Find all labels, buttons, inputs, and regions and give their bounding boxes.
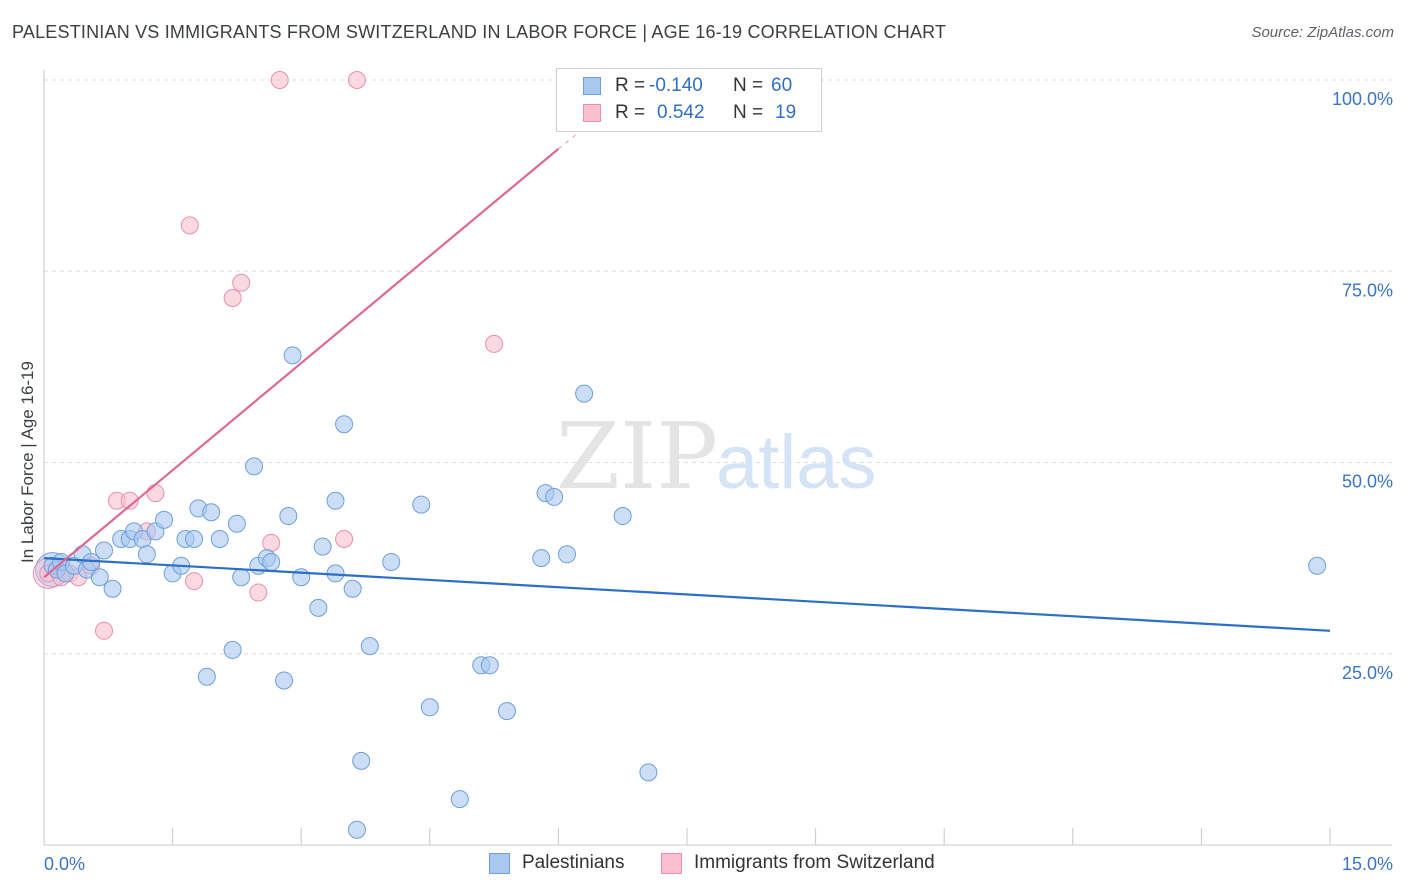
point-palestinians — [223, 640, 242, 659]
point-palestinians — [326, 491, 345, 510]
trendline-palestinians — [43, 557, 1331, 632]
legend-n-label: N = — [733, 102, 764, 123]
point-switzerland — [270, 71, 289, 89]
y-axis-title: In Labor Force | Age 16-19 — [18, 361, 37, 563]
point-palestinians — [279, 507, 298, 526]
watermark-atlas: atlas — [716, 420, 877, 505]
point-palestinians — [450, 790, 469, 809]
point-switzerland — [185, 572, 204, 591]
point-palestinians — [545, 487, 564, 506]
point-palestinians — [275, 671, 294, 690]
point-palestinians — [245, 457, 264, 476]
legend-swatch-blue — [583, 77, 601, 95]
stats-legend: R = -0.140 N = 60 R = 0.542 N = 19 — [556, 68, 822, 132]
point-switzerland — [146, 484, 165, 503]
point-switzerland — [232, 273, 251, 292]
point-palestinians — [103, 579, 122, 598]
legend-row-palestinians: R = -0.140 N = 60 — [557, 73, 821, 99]
point-switzerland — [347, 71, 366, 89]
point-palestinians — [185, 530, 204, 548]
x-tick-label: 0.0% — [44, 854, 85, 874]
source-label: Source: ZipAtlas.com — [1251, 24, 1394, 41]
point-palestinians — [1308, 556, 1327, 575]
point-palestinians — [309, 598, 328, 617]
watermark: ZIP atlas — [556, 403, 877, 510]
point-palestinians — [313, 537, 332, 556]
point-palestinians — [412, 495, 431, 514]
point-palestinians — [575, 384, 594, 403]
trend-layer — [43, 79, 1331, 632]
point-switzerland — [335, 530, 354, 548]
watermark-zip: ZIP — [556, 403, 718, 510]
point-palestinians — [343, 579, 362, 598]
point-palestinians — [557, 545, 576, 564]
labels-layer: 25.0% 50.0% 75.0% 100.0% 0.0% 15.0% In Labor F… — [18, 89, 1393, 874]
point-palestinians — [197, 667, 216, 686]
legend-r-label: R = — [615, 75, 646, 96]
point-palestinians — [352, 751, 371, 770]
point-palestinians — [420, 698, 439, 717]
legend-row-switzerland: R = 0.542 N = 19 — [557, 100, 821, 126]
bottom-legend-label: Palestinians — [522, 852, 625, 873]
point-palestinians — [382, 552, 401, 571]
legend-n-value: 60 — [771, 75, 793, 96]
point-switzerland — [249, 583, 268, 602]
point-palestinians — [532, 549, 551, 568]
trendline-switzerland — [43, 148, 560, 579]
point-palestinians — [613, 507, 632, 526]
point-palestinians — [232, 568, 251, 587]
chart-title: PALESTINIAN VS IMMIGRANTS FROM SWITZERLA… — [12, 22, 947, 42]
point-palestinians — [210, 530, 229, 548]
point-palestinians — [335, 415, 354, 434]
bottom-legend-swatch-blue — [489, 853, 510, 874]
legend-n-value: 19 — [775, 102, 797, 123]
y-tick-label: 25.0% — [1342, 663, 1393, 683]
point-switzerland — [120, 491, 139, 510]
point-palestinians — [227, 514, 246, 533]
bottom-legend-swatch-pink — [661, 853, 682, 874]
point-palestinians — [137, 545, 156, 564]
point-palestinians — [283, 346, 302, 365]
point-switzerland — [485, 334, 504, 353]
point-palestinians — [497, 702, 516, 721]
y-tick-label: 75.0% — [1342, 280, 1393, 300]
x-tick-label: 15.0% — [1342, 854, 1393, 874]
point-switzerland — [223, 289, 242, 308]
bottom-legend-label: Immigrants from Switzerland — [694, 852, 935, 873]
point-palestinians — [360, 637, 379, 656]
point-palestinians — [347, 820, 366, 839]
y-tick-label: 100.0% — [1332, 89, 1393, 109]
axes-layer — [43, 70, 1392, 846]
point-palestinians — [480, 656, 499, 675]
point-palestinians — [639, 763, 658, 782]
grid-layer — [44, 79, 1392, 655]
point-palestinians — [90, 568, 109, 587]
legend-n-label: N = — [733, 75, 764, 96]
point-palestinians — [95, 541, 114, 560]
point-palestinians — [202, 503, 221, 522]
legend-swatch-pink — [583, 104, 601, 122]
point-palestinians — [155, 510, 174, 529]
legend-r-label: R = — [615, 102, 646, 123]
point-switzerland — [180, 216, 199, 235]
point-palestinians — [262, 552, 281, 571]
point-switzerland — [95, 621, 114, 640]
y-tick-label: 50.0% — [1342, 472, 1393, 492]
legend-r-value: -0.140 — [649, 75, 703, 96]
point-switzerland — [262, 533, 281, 552]
legend-r-value: 0.542 — [657, 102, 705, 123]
